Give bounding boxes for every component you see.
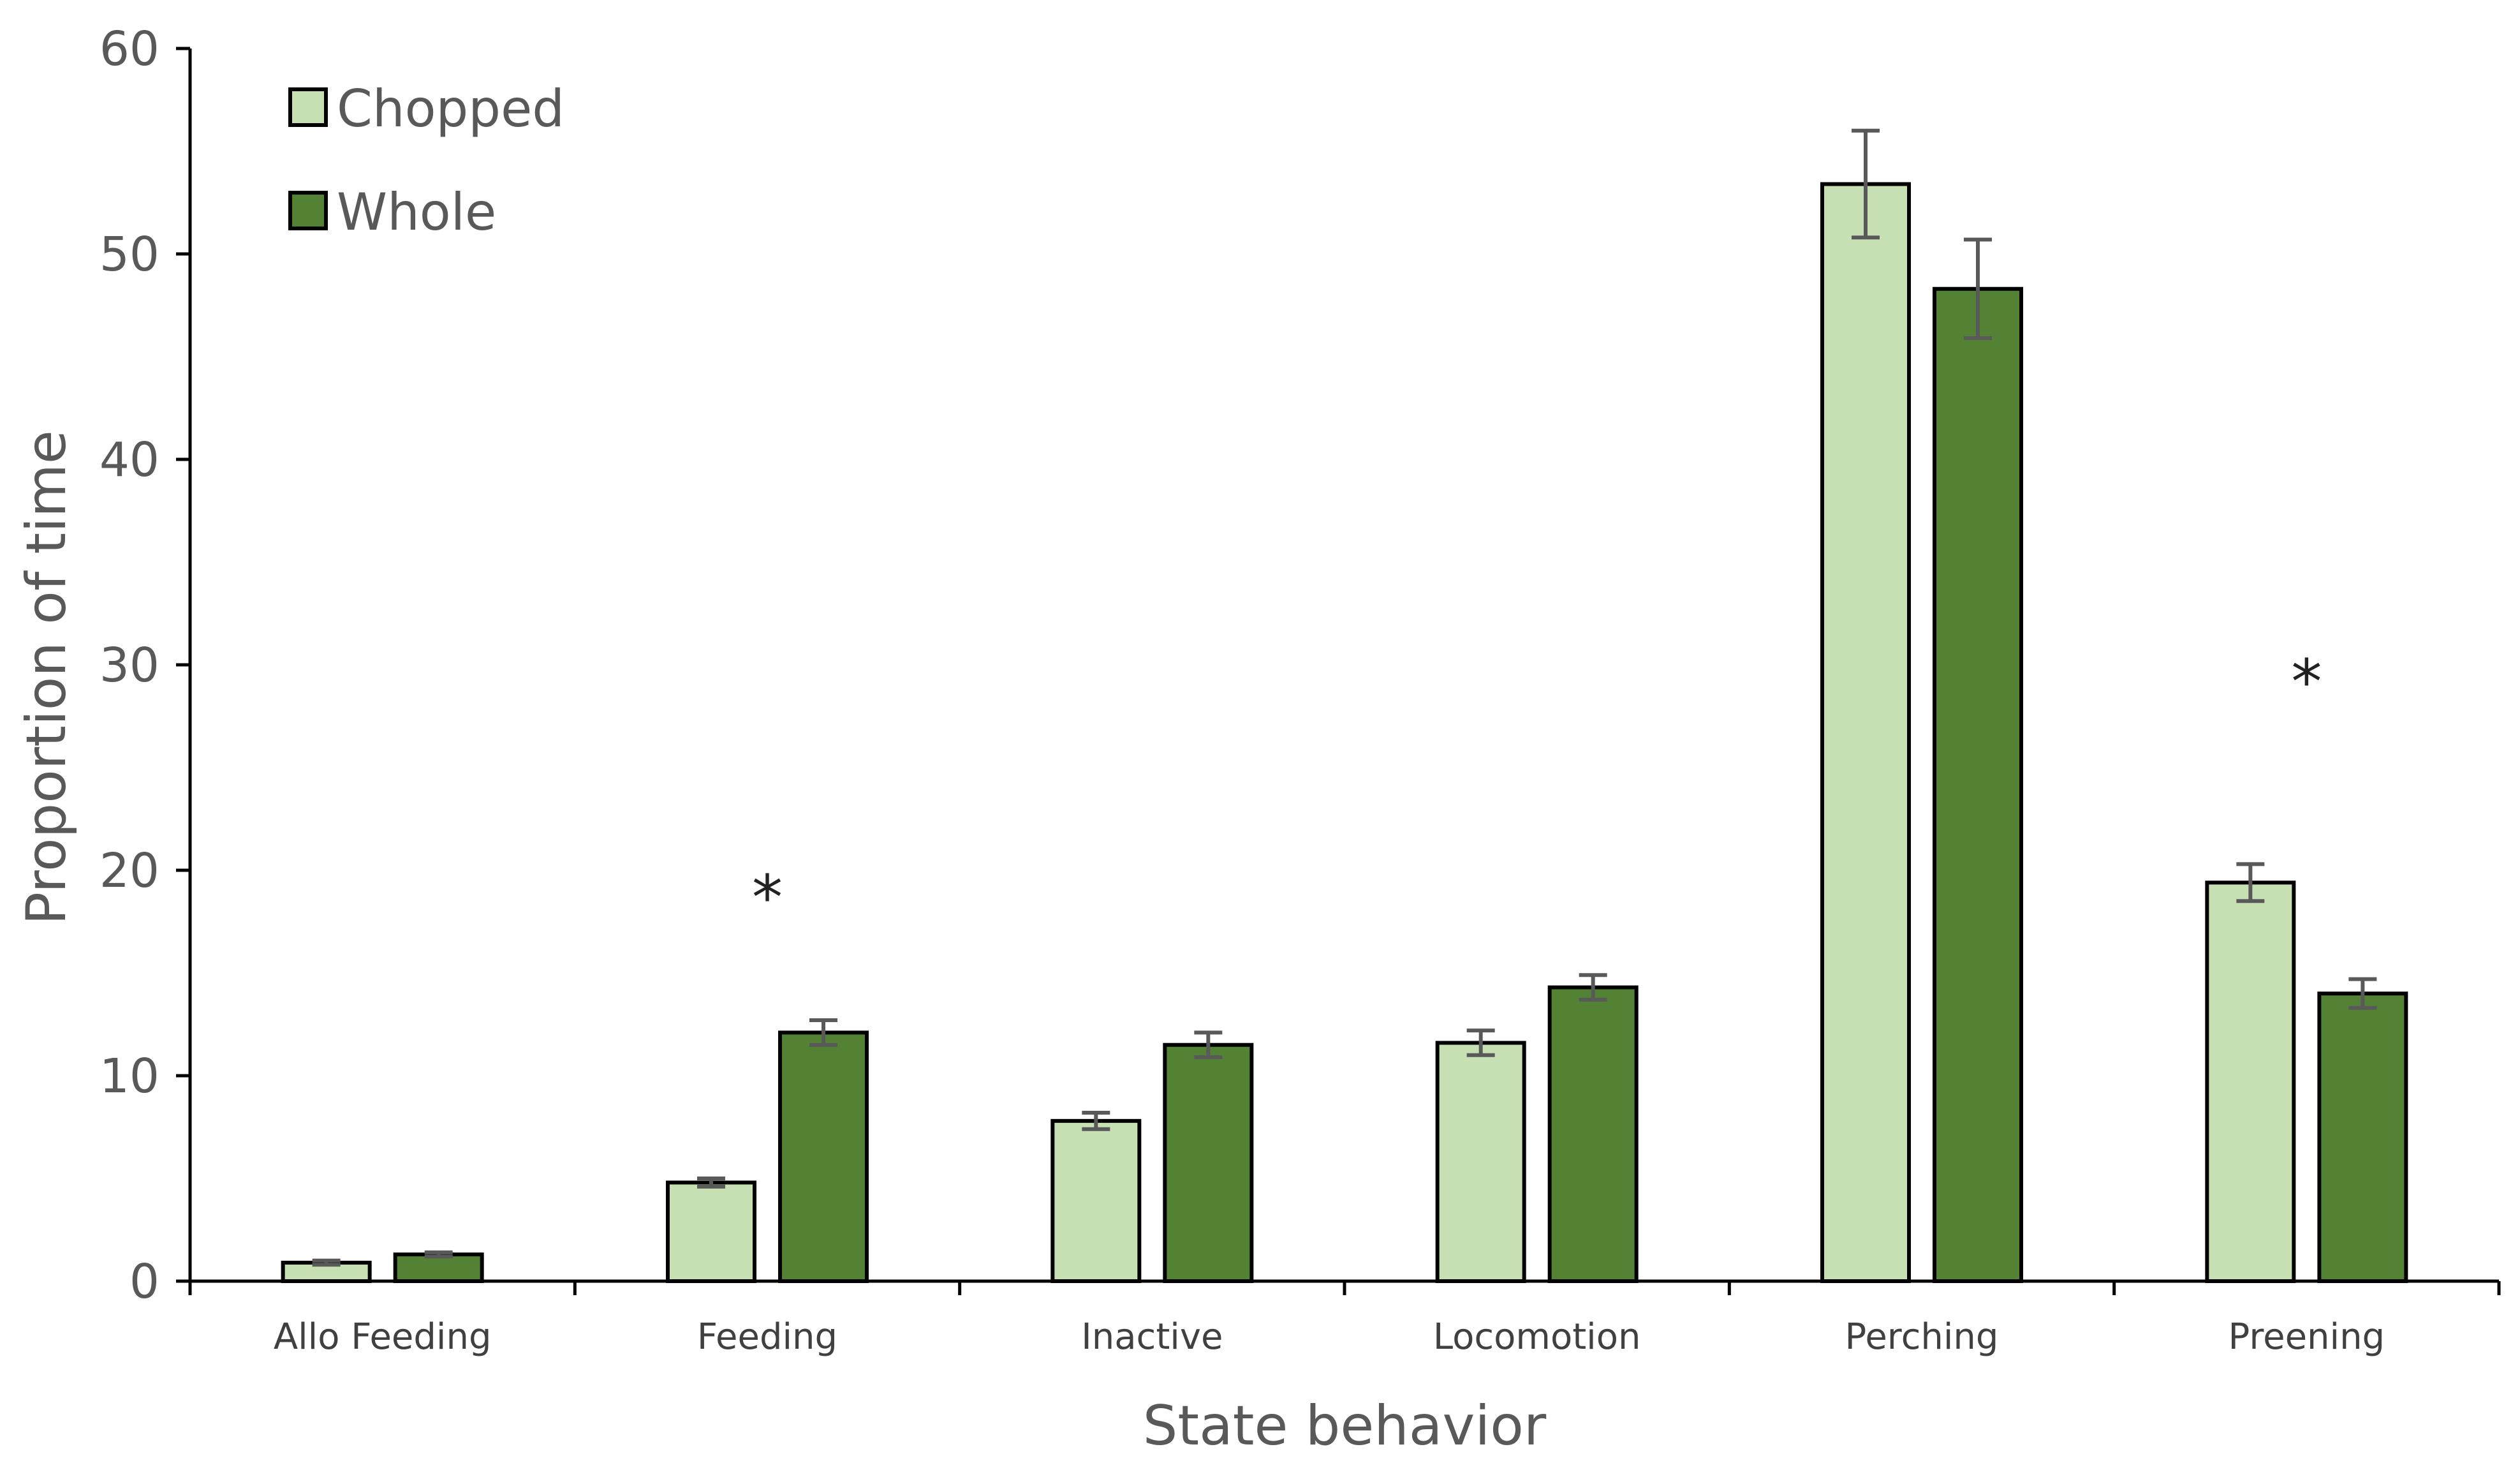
error-bar-chopped-allo-feeding [312,1258,341,1267]
error-bar-whole-allo-feeding [424,1250,453,1259]
x-tick-label-perching: Perching [1845,1316,1999,1358]
x-tick-label-allo-feeding: Allo Feeding [274,1316,492,1358]
y-tick-label-0: 0 [129,1254,159,1309]
legend-label-chopped: Chopped [337,79,564,138]
error-bar-whole-feeding [809,1018,837,1047]
bar-chopped-locomotion [1435,1041,1526,1283]
bar-whole-preening [2317,991,2408,1283]
bar-whole-locomotion [1547,985,1639,1284]
error-bar-chopped-preening [2236,862,2265,903]
legend-label-whole: Whole [337,182,496,242]
bar-whole-allo-feeding [393,1252,484,1284]
bar-whole-feeding [778,1030,869,1283]
error-bar-whole-perching [1964,237,1992,341]
bar-chopped-preening [2205,880,2296,1283]
error-bar-chopped-locomotion [1466,1028,1495,1057]
y-tick-label-30: 30 [99,638,159,693]
y-axis-title: Proportion of time [15,430,78,925]
error-bar-chopped-perching [1852,128,1880,240]
error-bar-chopped-feeding [697,1177,725,1189]
legend-swatch-chopped [288,87,328,127]
significance-marker-preening: * [2291,646,2322,718]
legend-swatch-whole [288,191,328,230]
x-axis-title: State behavior [1143,1394,1547,1458]
annotations-layer: ** [752,646,2322,933]
y-tick-label-40: 40 [99,433,159,487]
error-bar-chopped-inactive [1082,1110,1110,1131]
x-tick-label-preening: Preening [2229,1316,2385,1358]
error-bar-whole-preening [2348,977,2377,1010]
y-axis-ticks: 0 10 20 30 40 50 60 [99,22,190,1309]
bar-chopped-inactive [1050,1118,1142,1283]
y-tick-label-60: 60 [99,22,159,77]
error-bars-layer [312,128,2377,1267]
significance-marker-feeding: * [752,862,783,933]
bar-chopped-perching [1820,182,1911,1283]
bar-whole-inactive [1163,1043,1254,1283]
y-tick-label-20: 20 [99,843,159,898]
x-tick-label-locomotion: Locomotion [1433,1316,1641,1358]
y-tick-label-10: 10 [99,1049,159,1104]
y-tick-label-50: 50 [99,227,159,282]
legend: Chopped Whole [288,79,564,242]
x-tick-label-inactive: Inactive [1081,1316,1223,1358]
error-bar-whole-locomotion [1579,973,1607,1002]
bar-whole-perching [1933,286,2023,1283]
x-axis-ticks: Allo Feeding Feeding Inactive Locomotion Per… [188,1281,2501,1358]
x-tick-label-feeding: Feeding [697,1316,837,1358]
error-bar-whole-inactive [1194,1030,1223,1060]
bar-chopped-feeding [666,1180,756,1283]
